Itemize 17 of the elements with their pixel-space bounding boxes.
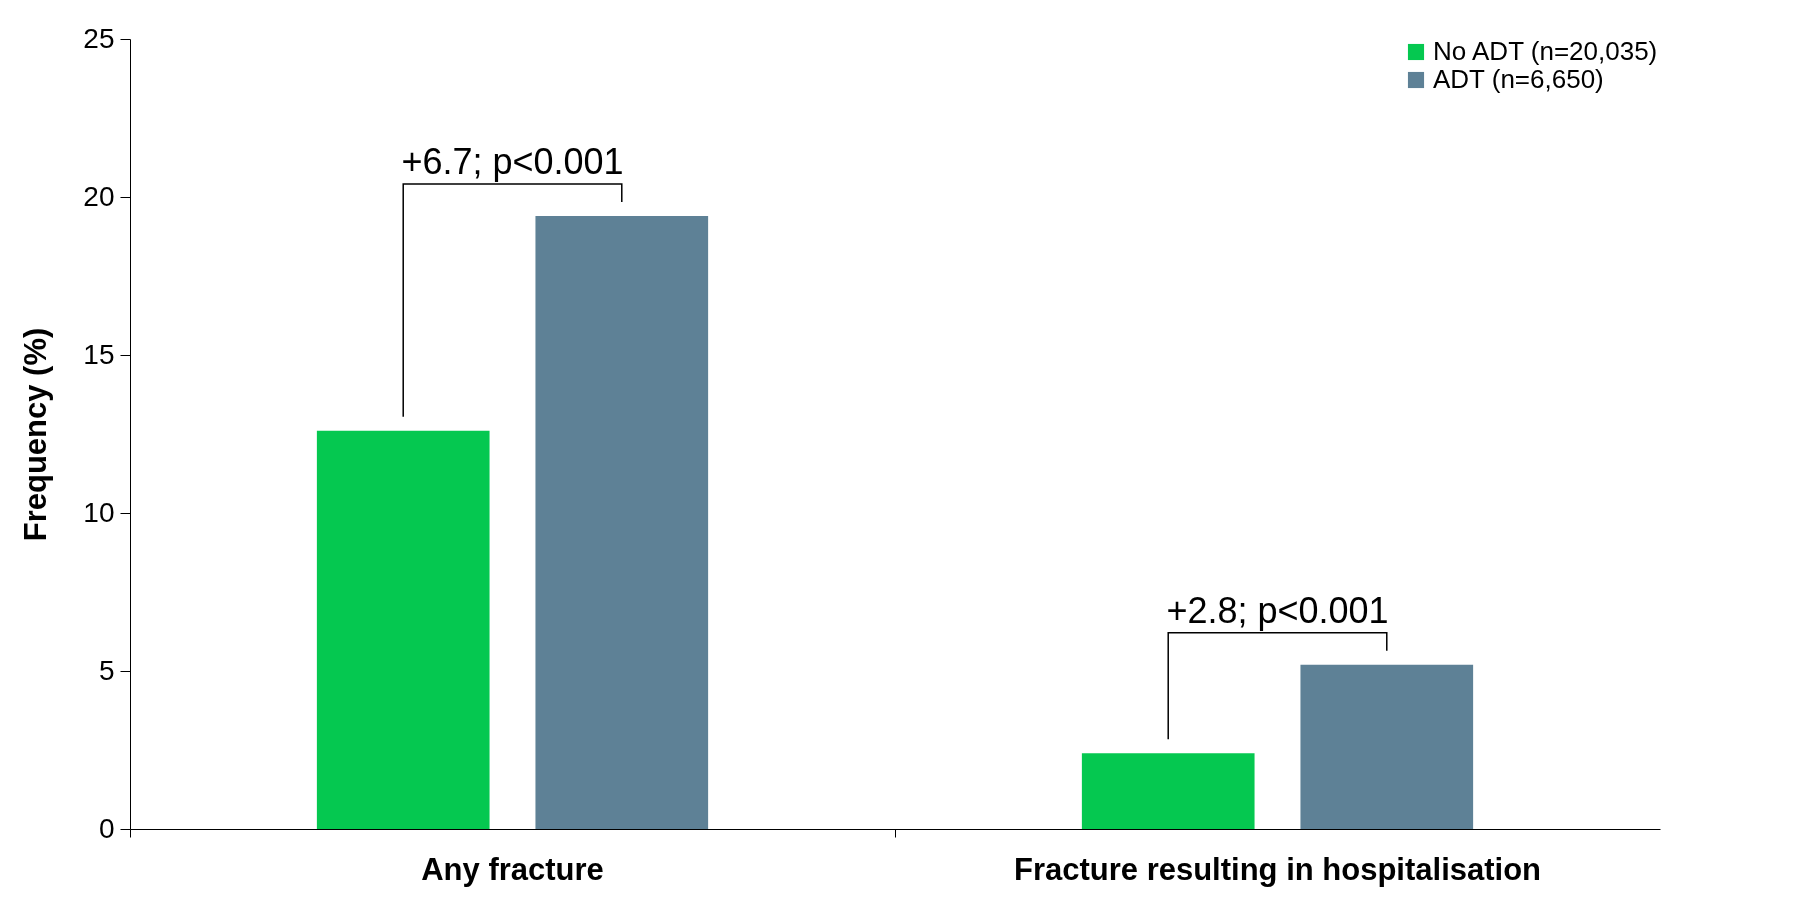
bar <box>535 215 709 829</box>
y-tick-label: 0 <box>98 812 115 844</box>
annotation: +6.7; p<0.001 <box>401 140 624 182</box>
x-tick-label: Any fracture <box>421 851 604 887</box>
y-tick-label: 5 <box>98 654 115 686</box>
bar <box>316 430 490 829</box>
bar <box>1081 753 1255 829</box>
x-tick-label: Fracture resulting in hospitalisation <box>1013 851 1542 887</box>
y-tick-label: 25 <box>83 22 115 54</box>
y-tick-label: 15 <box>83 338 115 370</box>
bar <box>1300 664 1474 829</box>
annotation: +2.8; p<0.001 <box>1166 589 1389 631</box>
y-axis-title: Frequency (%) <box>18 327 54 542</box>
y-tick-label: 20 <box>83 180 115 212</box>
legend-label: No ADT (n=20,035) <box>1433 36 1658 66</box>
y-tick-label: 10 <box>83 496 115 528</box>
legend-label: ADT (n=6,650) <box>1433 64 1604 94</box>
